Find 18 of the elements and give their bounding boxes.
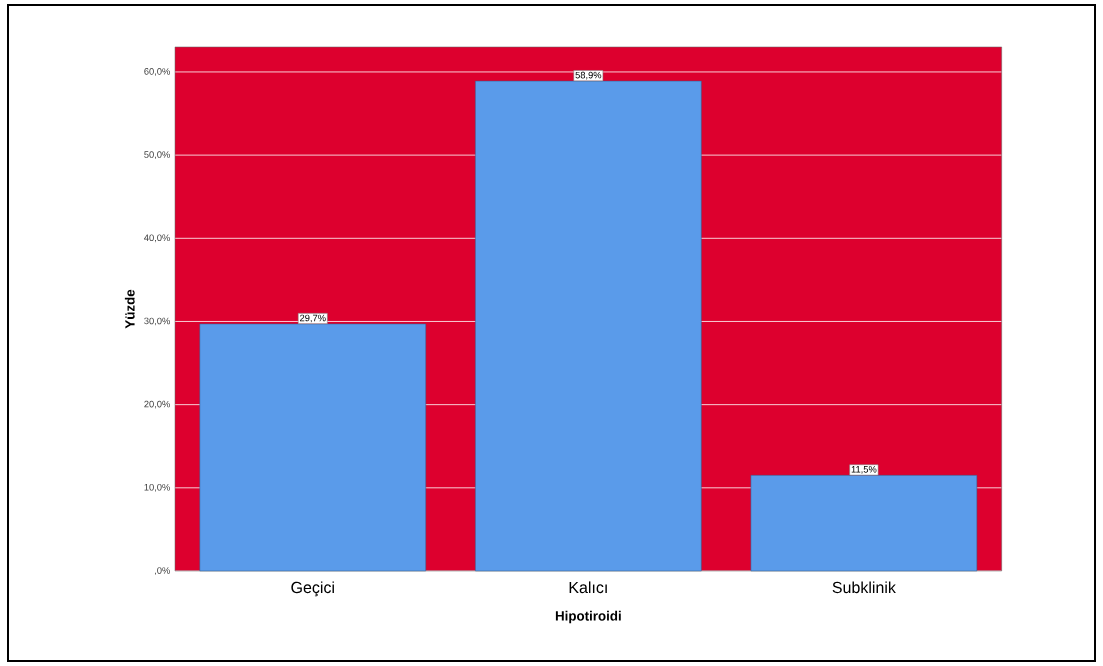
- y-axis-title: Yüzde: [124, 289, 135, 329]
- x-tick-label: Kalıcı: [569, 581, 607, 594]
- data-label: 29,7%: [300, 314, 326, 323]
- y-tick-label: 50,0%: [144, 151, 170, 159]
- y-tick-label: 40,0%: [144, 234, 170, 243]
- y-tick-label: 10,0%: [144, 483, 170, 492]
- y-tick-label: 30,0%: [144, 317, 170, 326]
- data-label: 11,5%: [851, 466, 877, 474]
- bar: [750, 475, 978, 572]
- y-tick-label: 20,0%: [144, 400, 170, 409]
- x-axis-title: Hipotiroidi: [555, 610, 621, 624]
- x-tick-label: Subklinik: [832, 581, 896, 594]
- bar: [199, 323, 427, 572]
- y-tick-label: 60,0%: [144, 68, 170, 76]
- bar: [475, 80, 702, 572]
- x-tick-label: Geçici: [291, 581, 334, 597]
- y-tick-label: ,0%: [155, 567, 170, 575]
- data-label: 58,9%: [575, 71, 602, 80]
